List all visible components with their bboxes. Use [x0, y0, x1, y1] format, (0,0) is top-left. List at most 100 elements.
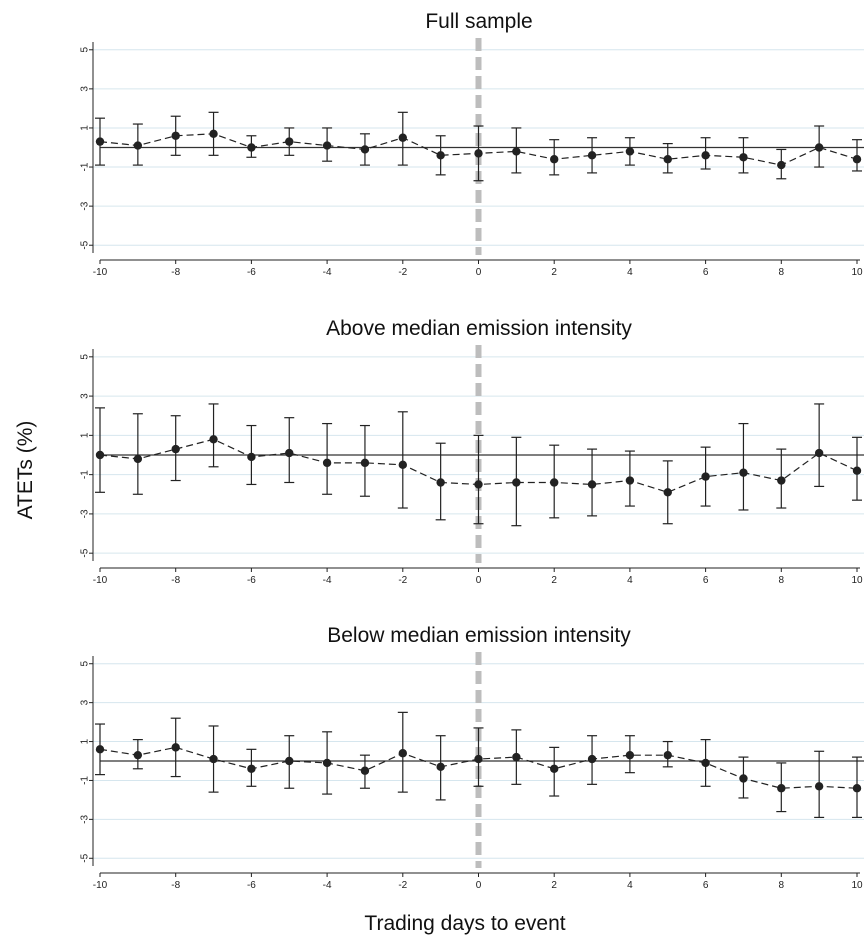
y-tick-label: -3: [80, 814, 91, 823]
data-point: [814, 448, 824, 458]
data-point: [247, 143, 256, 152]
data-point: [133, 454, 143, 464]
x-tick-label: -4: [323, 575, 332, 586]
data-point: [550, 764, 559, 773]
data-point: [322, 458, 332, 468]
data-point: [550, 478, 559, 487]
data-point: [436, 478, 445, 487]
y-tick-label: 1: [80, 125, 91, 131]
data-point: [739, 774, 748, 783]
x-tick-label: 10: [851, 575, 863, 586]
data-point: [512, 147, 521, 156]
x-tick-label: 0: [476, 575, 482, 586]
data-point: [285, 756, 294, 766]
x-tick-label: -8: [171, 880, 180, 891]
y-tick-label: -5: [80, 240, 91, 249]
y-tick-label: 3: [80, 393, 91, 399]
panel-title: Above median emission intensity: [326, 317, 632, 340]
data-point: [852, 155, 862, 164]
panel-2: Above median emission intensity 5 3 1 -1 -3 -5…: [80, 317, 864, 586]
data-point: [701, 151, 710, 160]
data-point: [777, 784, 786, 793]
x-tick-label: 8: [779, 575, 785, 586]
data-point: [512, 478, 521, 487]
y-tick-label: 5: [80, 661, 91, 667]
panel-title: Below median emission intensity: [327, 624, 631, 647]
x-tick-label: -4: [323, 267, 332, 278]
data-point: [247, 452, 256, 462]
data-point: [852, 466, 862, 475]
x-tick-label: -2: [398, 880, 407, 891]
y-tick-label: 3: [80, 86, 91, 92]
data-point: [587, 480, 597, 489]
data-point: [171, 743, 180, 752]
panel-title: Full sample: [425, 10, 532, 33]
x-tick-label: 6: [703, 880, 709, 891]
x-tick-label: 8: [779, 267, 785, 278]
data-point: [701, 472, 710, 481]
data-point: [285, 137, 294, 146]
data-point: [474, 149, 483, 158]
data-point: [285, 448, 294, 458]
data-point: [95, 450, 105, 460]
x-tick-label: 4: [627, 267, 633, 278]
x-tick-label: -2: [398, 267, 407, 278]
data-point: [398, 133, 407, 142]
data-point: [777, 476, 786, 485]
y-tick-label: -3: [80, 201, 91, 210]
y-axis-label: ATETs (%): [14, 421, 37, 520]
y-tick-label: -1: [80, 162, 91, 171]
data-point: [587, 754, 597, 764]
data-point: [852, 784, 862, 793]
data-point: [133, 141, 143, 150]
data-point: [550, 155, 559, 164]
data-point: [171, 131, 180, 140]
data-point: [360, 458, 370, 468]
x-tick-label: 4: [627, 880, 633, 891]
data-point: [587, 151, 597, 160]
x-tick-label: -6: [247, 575, 256, 586]
x-tick-label: -2: [398, 575, 407, 586]
data-point: [171, 444, 180, 454]
data-point: [247, 764, 256, 773]
x-tick-label: 2: [551, 880, 557, 891]
data-point: [663, 488, 672, 497]
data-point: [663, 750, 672, 760]
x-tick-label: -6: [247, 880, 256, 891]
data-point: [436, 151, 445, 160]
data-point: [398, 460, 407, 470]
y-tick-label: 3: [80, 699, 91, 705]
y-tick-label: -3: [80, 509, 91, 518]
data-point: [474, 754, 483, 764]
data-point: [474, 480, 483, 489]
panel-1: Full sample 5 3 1 -1 -3 -5 -10 -8 -6 -4 -2 0 2 4 6 8 10: [80, 10, 864, 278]
data-point: [436, 762, 445, 772]
panel-3: Below median emission intensity 5 3 1 -1 -3 -5…: [80, 624, 864, 891]
x-tick-label: -10: [93, 575, 108, 586]
data-point: [777, 160, 786, 170]
data-point: [95, 137, 105, 146]
x-tick-label: 0: [476, 267, 482, 278]
data-point: [625, 476, 635, 485]
data-point: [360, 766, 370, 775]
y-tick-label: -1: [80, 776, 91, 785]
y-tick-label: 1: [80, 432, 91, 438]
x-tick-label: 4: [627, 575, 633, 586]
x-tick-label: -4: [323, 880, 332, 891]
x-tick-label: 6: [703, 575, 709, 586]
data-point: [663, 155, 672, 164]
x-axis-label: Trading days to event: [364, 912, 565, 935]
data-point: [701, 758, 710, 768]
data-point: [739, 468, 748, 477]
data-point: [322, 141, 332, 150]
x-tick-label: 10: [851, 267, 863, 278]
data-point: [133, 750, 143, 760]
x-tick-label: -8: [171, 575, 180, 586]
x-tick-label: 10: [851, 880, 863, 891]
data-point: [95, 745, 105, 754]
data-point: [512, 752, 521, 762]
y-tick-label: 5: [80, 47, 91, 53]
data-point: [322, 758, 332, 768]
x-tick-label: 6: [703, 267, 709, 278]
